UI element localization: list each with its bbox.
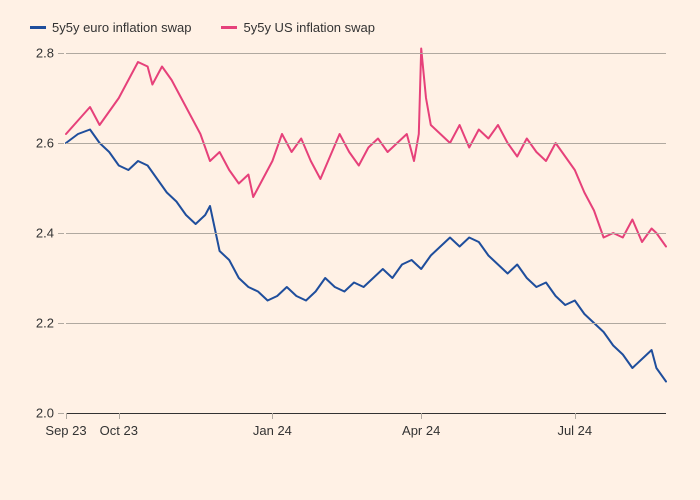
legend-item-euro: 5y5y euro inflation swap — [30, 20, 191, 35]
x-tick-label: Sep 23 — [45, 423, 86, 438]
x-axis — [66, 413, 666, 414]
y-tick-mark — [58, 413, 64, 414]
x-tick-mark — [119, 413, 120, 419]
y-tick-mark — [58, 53, 64, 54]
y-tick-label: 2.4 — [26, 226, 54, 241]
x-tick-label: Oct 23 — [100, 423, 138, 438]
y-tick-label: 2.8 — [26, 46, 54, 61]
x-tick-mark — [66, 413, 67, 419]
legend-label-us: 5y5y US inflation swap — [243, 20, 375, 35]
y-tick-label: 2.2 — [26, 316, 54, 331]
x-tick-mark — [272, 413, 273, 419]
x-tick-label: Apr 24 — [402, 423, 440, 438]
gridline — [66, 323, 666, 324]
y-tick-mark — [58, 143, 64, 144]
gridline — [66, 143, 666, 144]
legend-swatch-us — [221, 26, 237, 29]
gridline — [66, 233, 666, 234]
legend-label-euro: 5y5y euro inflation swap — [52, 20, 191, 35]
y-tick-label: 2.6 — [26, 136, 54, 151]
y-tick-mark — [58, 233, 64, 234]
x-tick-mark — [421, 413, 422, 419]
x-tick-label: Jul 24 — [557, 423, 592, 438]
x-tick-mark — [575, 413, 576, 419]
legend-swatch-euro — [30, 26, 46, 29]
legend: 5y5y euro inflation swap 5y5y US inflati… — [30, 20, 670, 35]
chart-area: 2.02.22.42.62.8Sep 23Oct 23Jan 24Apr 24J… — [30, 53, 670, 453]
legend-item-us: 5y5y US inflation swap — [221, 20, 375, 35]
y-tick-mark — [58, 323, 64, 324]
line-us-swap — [66, 49, 666, 247]
y-tick-label: 2.0 — [26, 406, 54, 421]
line-euro-swap — [66, 130, 666, 382]
gridline — [66, 53, 666, 54]
x-tick-label: Jan 24 — [253, 423, 292, 438]
